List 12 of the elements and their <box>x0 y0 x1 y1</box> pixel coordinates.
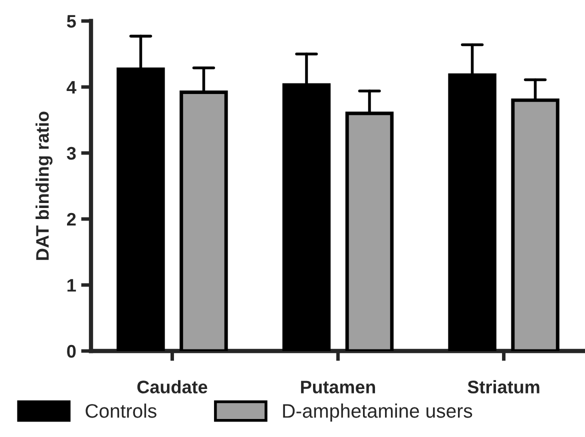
y-tick-label: 3 <box>66 146 76 160</box>
y-tick-label: 5 <box>66 15 76 28</box>
y-axis-title: DAT binding ratio <box>36 112 52 260</box>
x-tick-label: Striatum <box>468 380 540 394</box>
x-tick-label: Caudate <box>137 380 208 394</box>
y-tick-label: 4 <box>66 81 76 94</box>
x-tick-label: Putamen <box>301 380 376 394</box>
y-tick-label: 0 <box>67 344 76 358</box>
y-tick-label: 2 <box>67 212 76 226</box>
y-tick-label: 1 <box>68 279 76 292</box>
legend-label: Controls <box>86 404 156 418</box>
legend-label: D-amphetamine users <box>283 404 472 422</box>
